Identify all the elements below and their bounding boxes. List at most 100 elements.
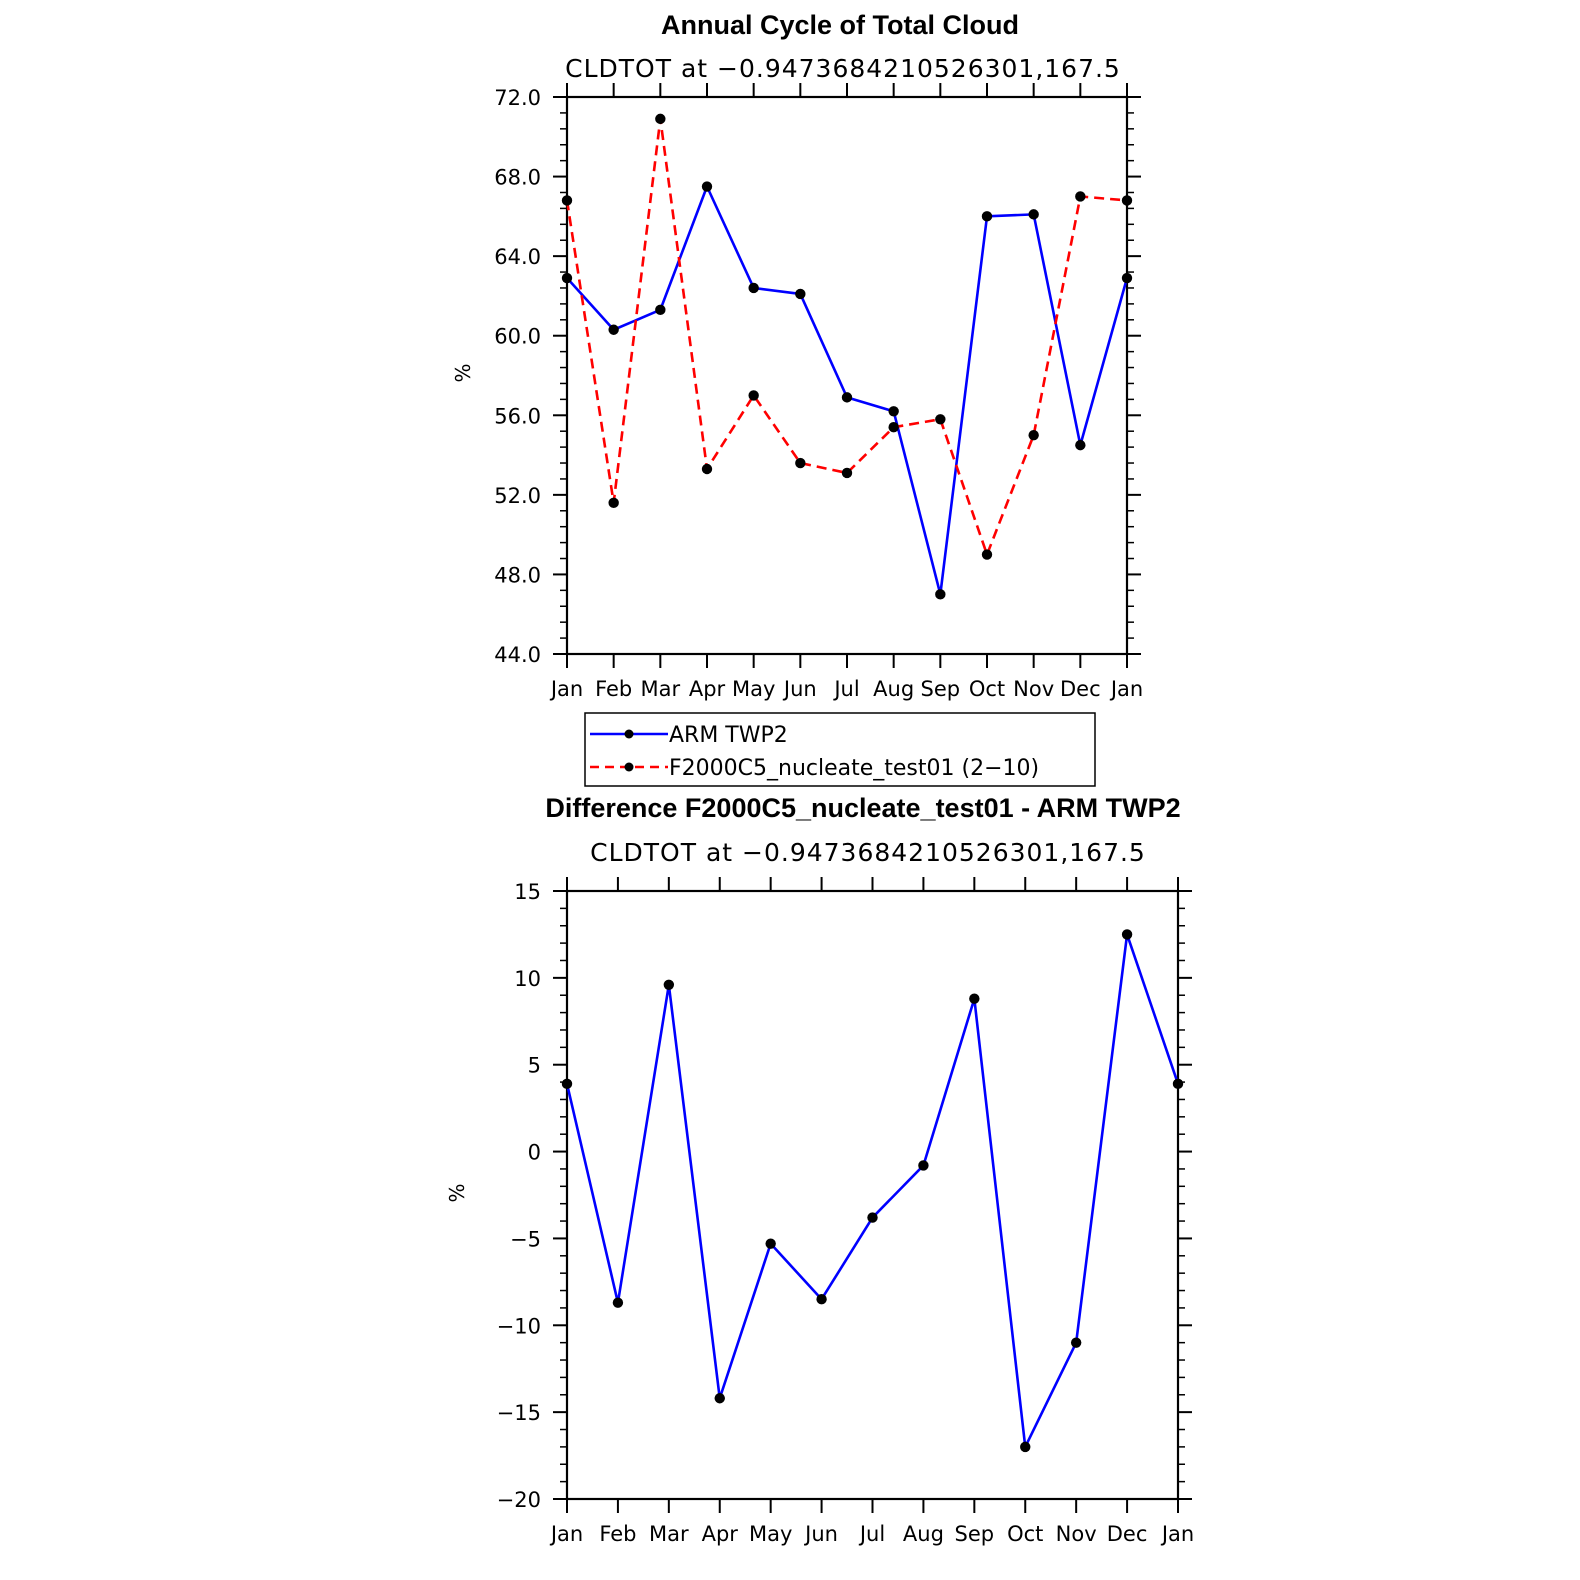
x-tick-label: Jun [782, 677, 817, 701]
y-tick-label: 60.0 [494, 325, 541, 349]
y-axis-label: % [445, 1183, 469, 1202]
legend-box [584, 712, 1096, 787]
y-tick-label: 44.0 [494, 643, 541, 667]
x-tick-label: May [732, 677, 775, 701]
legend: ARM TWP2 F2000C5_nucleate_test01 (2−10) [584, 712, 1096, 787]
x-tick-label: Mar [649, 1522, 689, 1546]
x-tick-label: Oct [969, 677, 1005, 701]
data-point [655, 113, 666, 125]
data-point [1121, 929, 1133, 940]
series-line [565, 933, 1180, 1449]
data-point [608, 497, 619, 509]
y-tick-label: 48.0 [494, 563, 541, 587]
data-point [935, 589, 946, 600]
chart-difference: Difference F2000C5_nucleate_test01 - ARM… [445, 793, 1194, 1546]
y-tick-label: 56.0 [494, 404, 541, 428]
y-tick-label: −10 [497, 1314, 541, 1338]
y-tick-label: 15 [514, 880, 541, 904]
plot-frame [565, 889, 1180, 1501]
series-line [566, 185, 1129, 596]
x-tick-label: May [749, 1522, 792, 1546]
data-point [1028, 429, 1039, 441]
x-tick-label: Jan [549, 677, 583, 701]
data-point [608, 324, 619, 335]
data-point [1172, 1078, 1184, 1090]
data-point [981, 549, 993, 560]
data-point [655, 304, 666, 316]
chart-subtitle: CLDTOT at −0.9473684210526301,167.5 [565, 54, 1121, 83]
legend-label-model: F2000C5_nucleate_test01 (2−10) [669, 756, 1039, 781]
y-tick-label: −20 [497, 1488, 541, 1512]
data-point [663, 979, 675, 991]
data-point [1020, 1441, 1031, 1453]
y-tick-label: 0 [528, 1141, 541, 1165]
data-point [1070, 1337, 1082, 1348]
x-tick-label: Mar [641, 677, 681, 701]
data-point [816, 1294, 827, 1305]
data-point [1121, 272, 1133, 284]
chart-title: Annual Cycle of Total Cloud [661, 10, 1019, 40]
data-point [701, 181, 713, 192]
y-tick-label: 52.0 [494, 484, 541, 508]
chart-subtitle: CLDTOT at −0.9473684210526301,167.5 [590, 838, 1146, 867]
x-tick-label: Sep [921, 677, 961, 701]
y-tick-label: 72.0 [494, 86, 541, 110]
data-point [701, 463, 713, 475]
data-point [969, 993, 980, 1004]
y-axis-label: % [451, 363, 475, 382]
data-point [888, 406, 899, 417]
x-tick-label: Feb [599, 1522, 636, 1546]
data-point [561, 1078, 573, 1090]
x-tick-label: Jan [1160, 1522, 1194, 1546]
x-tick-label: Apr [689, 677, 726, 701]
x-tick-label: Apr [702, 1522, 739, 1546]
data-point [1028, 209, 1039, 220]
data-point [1075, 191, 1086, 202]
chart-annual-cycle: Annual Cycle of Total Cloud CLDTOT at −0… [451, 10, 1143, 787]
data-point [748, 282, 759, 294]
x-tick-label: Jul [858, 1522, 885, 1546]
data-point [918, 1160, 929, 1171]
series-line [565, 117, 1128, 556]
data-point [1075, 439, 1086, 451]
x-tick-label: Jan [1109, 677, 1143, 701]
x-tick-label: Aug [873, 677, 914, 701]
plot-frame [565, 95, 1129, 656]
plot-area: −20 −15 −10 −5 0 5 10 15 Jan Feb Mar Apr May Jun Jul Au… [497, 877, 1194, 1546]
data-point [561, 272, 573, 284]
data-point [888, 422, 899, 433]
legend-label-arm: ARM TWP2 [669, 723, 788, 748]
data-point [561, 195, 573, 206]
x-tick-label: Jul [832, 677, 859, 701]
y-tick-label: 68.0 [494, 166, 541, 190]
data-point [795, 457, 806, 469]
x-tick-label: Nov [1013, 677, 1054, 701]
x-tick-label: Aug [903, 1522, 944, 1546]
y-tick-label: −15 [497, 1401, 541, 1425]
x-tick-label: Nov [1056, 1522, 1097, 1546]
y-tick-label: 64.0 [494, 245, 541, 269]
data-point [748, 390, 759, 401]
data-point [841, 467, 853, 479]
legend-marker-arm [624, 729, 634, 739]
x-tick-label: Jun [803, 1522, 838, 1546]
y-tick-label: 5 [528, 1054, 541, 1078]
y-tick-label: 10 [514, 967, 541, 991]
y-tick-label: −5 [510, 1227, 541, 1251]
plot-area: 44.0 48.0 52.0 56.0 60.0 64.0 68.0 72.0 Jan Feb Ma… [494, 83, 1143, 701]
chart-title: Difference F2000C5_nucleate_test01 - ARM… [545, 793, 1180, 823]
data-point [1121, 195, 1133, 206]
x-tick-label: Dec [1107, 1522, 1148, 1546]
data-point [714, 1393, 725, 1404]
data-point [841, 392, 853, 403]
x-tick-label: Feb [595, 677, 632, 701]
data-point [981, 211, 993, 222]
data-point [765, 1238, 776, 1249]
data-point [867, 1212, 878, 1223]
x-tick-label: Sep [955, 1522, 995, 1546]
data-point [795, 288, 806, 300]
x-tick-label: Oct [1007, 1522, 1043, 1546]
data-point [935, 414, 946, 425]
x-tick-label: Jan [549, 1522, 583, 1546]
